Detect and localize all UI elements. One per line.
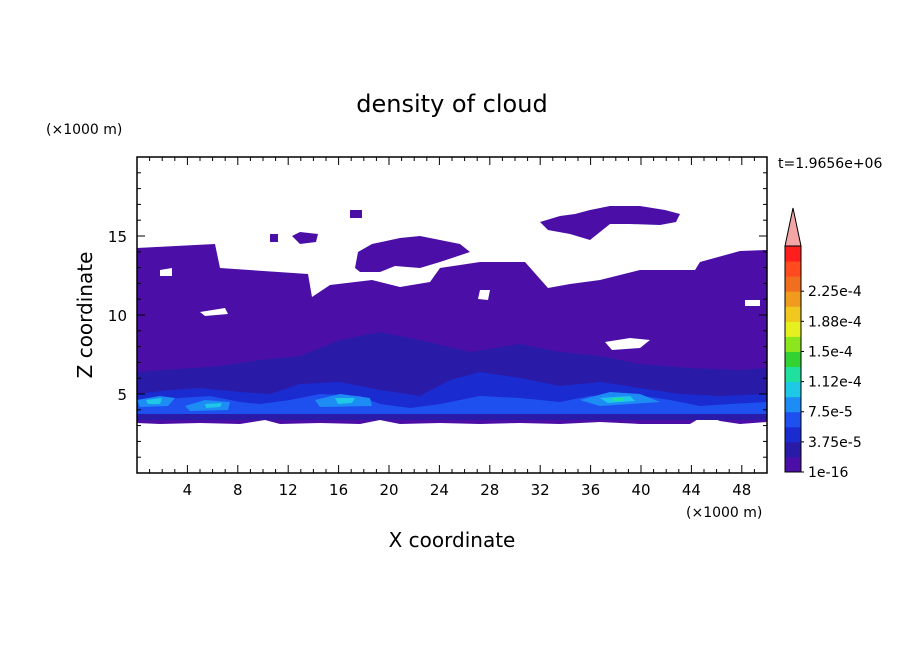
x-tick-label: 24 [430, 481, 449, 499]
colorbar-label: 1e-16 [808, 465, 848, 481]
colorbar-swatch [785, 321, 801, 337]
cloud-base-stripe-2 [137, 412, 767, 414]
colorbar-swatch [785, 306, 801, 322]
core-7 [335, 398, 355, 404]
time-label: t=1.9656e+06 [778, 156, 882, 172]
gap-5 [745, 300, 760, 306]
colorbar-swatch [785, 336, 801, 352]
core-6 [205, 403, 222, 408]
cloud-patch-a [355, 236, 470, 272]
colorbar-label: 3.75e-5 [808, 435, 862, 451]
colorbar-label: 7.5e-5 [808, 405, 853, 421]
colorbar-swatch [785, 381, 801, 398]
colorbar: 1e-16 3.75e-5 7.5e-5 1.12e-4 1.5e-4 1.88e-4 2.… [784, 207, 862, 481]
x-tick-label: 48 [732, 481, 751, 499]
y-tick-label: 15 [108, 228, 127, 246]
cloud-patch-b [540, 206, 680, 240]
x-tick-label: 20 [379, 481, 398, 499]
x-tick-label: 8 [233, 481, 243, 499]
colorbar-swatch [785, 411, 801, 428]
colorbar-swatch [785, 426, 801, 443]
colorbar-swatch [785, 246, 801, 262]
x-unit-label: (×1000 m) [686, 505, 762, 521]
colorbar-swatch [785, 261, 801, 277]
gap-2 [605, 338, 650, 350]
y-tick-label: 10 [108, 307, 127, 325]
x-axis-title: X coordinate [389, 528, 516, 552]
x-tick-label: 28 [480, 481, 499, 499]
colorbar-swatch [785, 396, 801, 413]
colorbar-swatch [785, 276, 801, 292]
colorbar-swatch [785, 441, 801, 458]
x-tick-label: 40 [631, 481, 650, 499]
cloud-patch-c [292, 232, 318, 244]
x-tick-label: 4 [183, 481, 193, 499]
colorbar-label: 2.25e-4 [808, 284, 862, 300]
core-5 [146, 398, 162, 404]
chart-title: density of cloud [356, 90, 547, 118]
colorbar-frame [784, 245, 802, 473]
colorbar-swatch [785, 456, 801, 473]
y-tick-label: 5 [117, 386, 127, 404]
x-tick-label: 12 [279, 481, 298, 499]
core-9 [612, 398, 624, 401]
gap-4 [160, 268, 172, 276]
x-tick-label: 32 [531, 481, 550, 499]
colorbar-label: 1.88e-4 [808, 314, 862, 330]
y-ticks: 5 10 15 [108, 172, 767, 458]
x-tick-label: 36 [581, 481, 600, 499]
colorbar-swatch [785, 366, 801, 383]
colorbar-label: 1.5e-4 [808, 344, 853, 360]
colorbar-swatch [785, 291, 801, 307]
gap-1 [478, 290, 490, 300]
x-tick-label: 44 [682, 481, 701, 499]
cloud-patch-e [350, 210, 362, 218]
colorbar-label: 1.12e-4 [808, 375, 862, 391]
cloud-patch-d [270, 234, 278, 242]
y-unit-label: (×1000 m) [46, 122, 122, 138]
y-axis-title: Z coordinate [73, 252, 97, 379]
colorbar-swatch [785, 351, 801, 368]
cloud-base-stripe [137, 414, 767, 420]
x-ticks: 4 8 12 16 20 24 28 32 36 40 44 48 [149, 157, 755, 499]
cloud-field [137, 206, 767, 424]
gap-3 [200, 308, 228, 316]
x-tick-label: 16 [329, 481, 348, 499]
colorbar-extend-arrow [784, 207, 802, 247]
